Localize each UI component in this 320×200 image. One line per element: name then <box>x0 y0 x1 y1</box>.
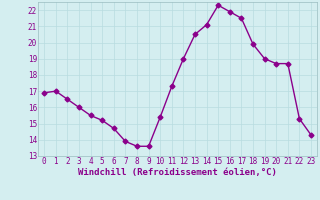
X-axis label: Windchill (Refroidissement éolien,°C): Windchill (Refroidissement éolien,°C) <box>78 168 277 177</box>
